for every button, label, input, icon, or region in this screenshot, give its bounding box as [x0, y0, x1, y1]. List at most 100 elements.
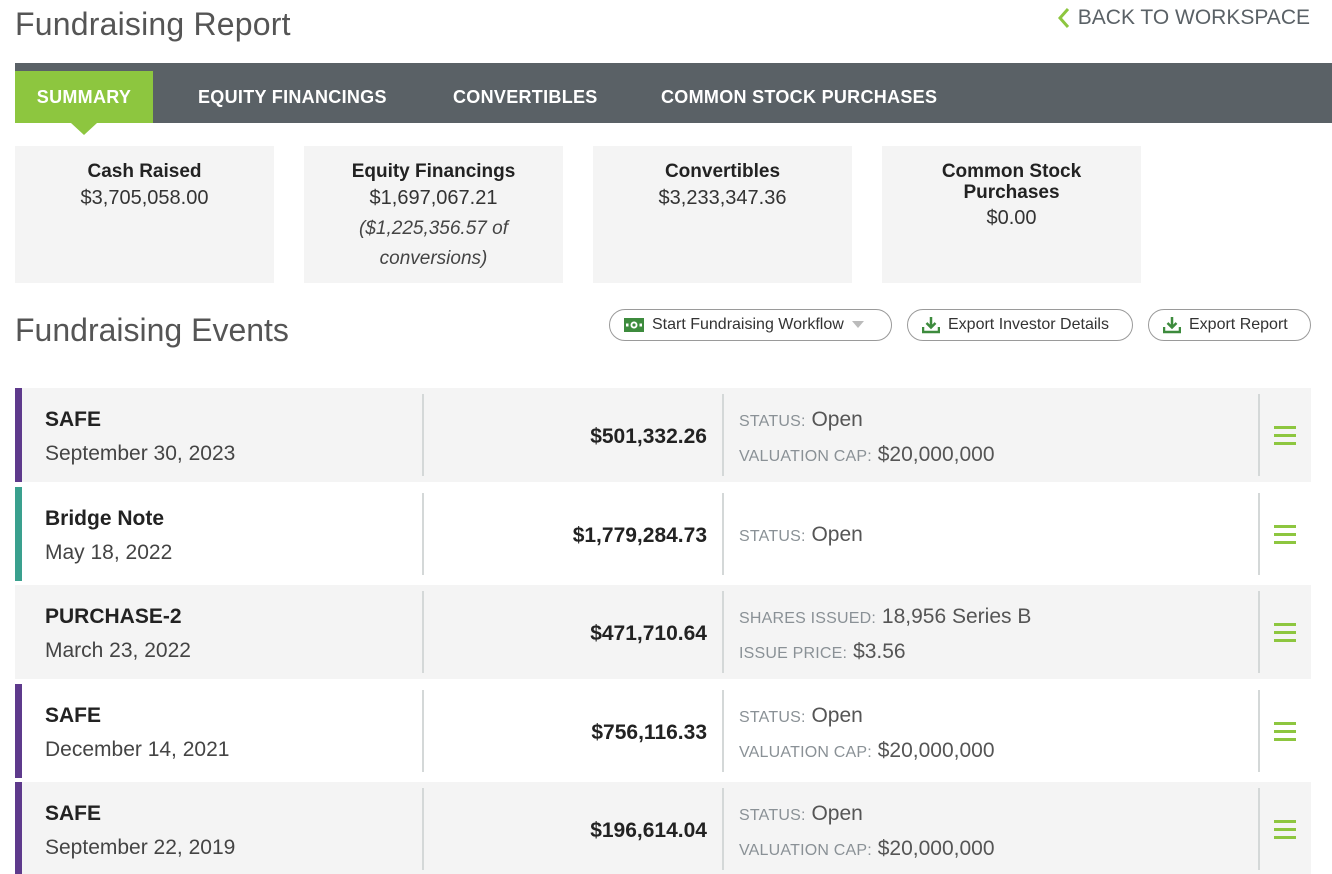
report-tabs: SUMMARY EQUITY FINANCINGS CONVERTIBLES C…: [15, 63, 1332, 135]
export-report-button[interactable]: Export Report: [1148, 309, 1311, 341]
detail-label: VALUATION CAP:: [739, 743, 872, 761]
event-amount: $756,116.33: [591, 720, 707, 744]
card-title-line-1: Common Stock: [941, 161, 1082, 182]
event-detail-valuation-cap: VALUATION CAP: $20,000,000: [739, 837, 995, 861]
card-note: ($1,225,356.57 of conversions): [359, 218, 508, 269]
divider: [722, 492, 724, 575]
divider: [422, 591, 424, 673]
summary-card-cash-raised: Cash Raised $3,705,058.00: [15, 146, 274, 283]
export-investor-details-button[interactable]: Export Investor Details: [907, 309, 1133, 341]
detail-value: Open: [811, 703, 863, 727]
detail-value: 18,956 Series B: [881, 605, 1032, 628]
tab-common-stock-purchases[interactable]: COMMON STOCK PURCHASES: [661, 86, 938, 107]
card-title-line-2: Purchases: [963, 182, 1060, 203]
event-date: March 23, 2022: [45, 639, 191, 662]
cash-icon: [624, 318, 644, 332]
card-value: $3,705,058.00: [80, 187, 209, 209]
hamburger-menu-icon[interactable]: [1274, 426, 1296, 445]
divider: [1258, 689, 1260, 772]
event-detail-issue-price: ISSUE PRICE: $3.56: [739, 640, 906, 664]
summary-card-common-stock-purchases: Common Stock Purchases $0.00: [882, 146, 1141, 283]
event-detail-valuation-cap: VALUATION CAP: $20,000,000: [739, 443, 995, 467]
divider: [422, 689, 424, 772]
divider: [722, 689, 724, 772]
detail-label: STATUS:: [739, 708, 806, 726]
detail-value: $20,000,000: [877, 443, 995, 466]
event-name: SAFE: [45, 408, 102, 431]
divider: [1258, 492, 1260, 575]
detail-value: Open: [811, 802, 863, 825]
divider: [722, 591, 724, 673]
divider: [722, 394, 724, 476]
back-to-workspace-link[interactable]: BACK TO WORKSPACE: [1057, 6, 1310, 30]
card-title: Equity Financings: [351, 161, 516, 182]
detail-label: ISSUE PRICE:: [739, 645, 848, 662]
start-fundraising-workflow-button[interactable]: Start Fundraising Workflow: [609, 309, 892, 341]
event-date: September 30, 2023: [45, 442, 236, 465]
divider: [422, 394, 424, 476]
caret-down-icon: [851, 321, 864, 329]
event-row[interactable]: SAFE September 22, 2019 $196,614.04 STAT…: [15, 782, 1311, 874]
download-icon: [922, 316, 940, 334]
event-amount: $1,779,284.73: [572, 523, 707, 547]
event-detail-status: STATUS: Open: [739, 523, 863, 547]
event-detail-status: STATUS: Open: [739, 704, 863, 728]
detail-value: $20,000,000: [877, 738, 995, 762]
event-amount: $501,332.26: [590, 425, 707, 448]
detail-label: STATUS:: [739, 413, 806, 430]
tab-summary[interactable]: SUMMARY: [15, 71, 153, 135]
event-row[interactable]: Bridge Note May 18, 2022 $1,779,284.73 S…: [15, 486, 1311, 581]
button-label: Export Investor Details: [948, 316, 1109, 333]
detail-value: Open: [811, 408, 863, 431]
button-label: Export Report: [1189, 316, 1288, 333]
event-name: PURCHASE-2: [45, 605, 182, 628]
download-icon: [1163, 316, 1181, 334]
event-name: SAFE: [45, 703, 102, 727]
hamburger-menu-icon[interactable]: [1274, 623, 1296, 642]
event-detail-valuation-cap: VALUATION CAP: $20,000,000: [739, 739, 995, 763]
detail-label: VALUATION CAP:: [739, 842, 872, 859]
card-value: $1,697,067.21: [369, 187, 498, 209]
summary-card-equity-financings: Equity Financings $1,697,067.21 ($1,225,…: [304, 146, 563, 283]
chevron-left-icon: [1057, 7, 1070, 29]
back-link-label: BACK TO WORKSPACE: [1077, 6, 1310, 29]
event-type-stripe: [15, 683, 22, 778]
event-row[interactable]: SAFE September 30, 2023 $501,332.26 STAT…: [15, 388, 1311, 482]
event-type-stripe: [15, 486, 22, 581]
event-detail-status: STATUS: Open: [739, 408, 863, 432]
page-title: Fundraising Report: [15, 6, 291, 42]
summary-card-convertibles: Convertibles $3,233,347.36: [593, 146, 852, 283]
divider: [1258, 591, 1260, 673]
event-amount: $471,710.64: [590, 622, 707, 645]
detail-value: Open: [811, 522, 863, 546]
divider: [1258, 394, 1260, 476]
card-value: $3,233,347.36: [658, 187, 787, 209]
events-section-title: Fundraising Events: [15, 312, 289, 348]
card-title: Convertibles: [664, 161, 781, 182]
button-label: Start Fundraising Workflow: [652, 316, 844, 333]
event-name: Bridge Note: [45, 506, 165, 530]
event-amount: $196,614.04: [590, 819, 707, 842]
divider: [422, 492, 424, 575]
card-value: $0.00: [986, 207, 1037, 229]
event-name: SAFE: [45, 802, 102, 825]
hamburger-menu-icon[interactable]: [1274, 524, 1296, 544]
event-row[interactable]: SAFE December 14, 2021 $756,116.33 STATU…: [15, 683, 1311, 778]
fundraising-events-list: SAFE September 30, 2023 $501,332.26 STAT…: [15, 388, 1311, 874]
tab-equity-financings[interactable]: EQUITY FINANCINGS: [198, 86, 387, 107]
card-title: Cash Raised: [87, 161, 202, 182]
detail-value: $20,000,000: [877, 837, 995, 860]
event-date: December 14, 2021: [45, 737, 230, 761]
event-row[interactable]: PURCHASE-2 March 23, 2022 $471,710.64 SH…: [15, 585, 1311, 679]
event-date: September 22, 2019: [45, 836, 236, 859]
event-type-stripe: [15, 782, 22, 874]
detail-label: VALUATION CAP:: [739, 448, 872, 465]
hamburger-menu-icon[interactable]: [1274, 721, 1296, 741]
event-type-stripe: [15, 388, 22, 482]
tab-convertibles[interactable]: CONVERTIBLES: [453, 86, 598, 107]
hamburger-menu-icon[interactable]: [1274, 820, 1296, 839]
detail-label: SHARES ISSUED:: [739, 610, 877, 627]
detail-label: STATUS:: [739, 527, 806, 545]
event-detail-shares-issued: SHARES ISSUED: 18,956 Series B: [739, 605, 1031, 629]
divider: [722, 788, 724, 870]
